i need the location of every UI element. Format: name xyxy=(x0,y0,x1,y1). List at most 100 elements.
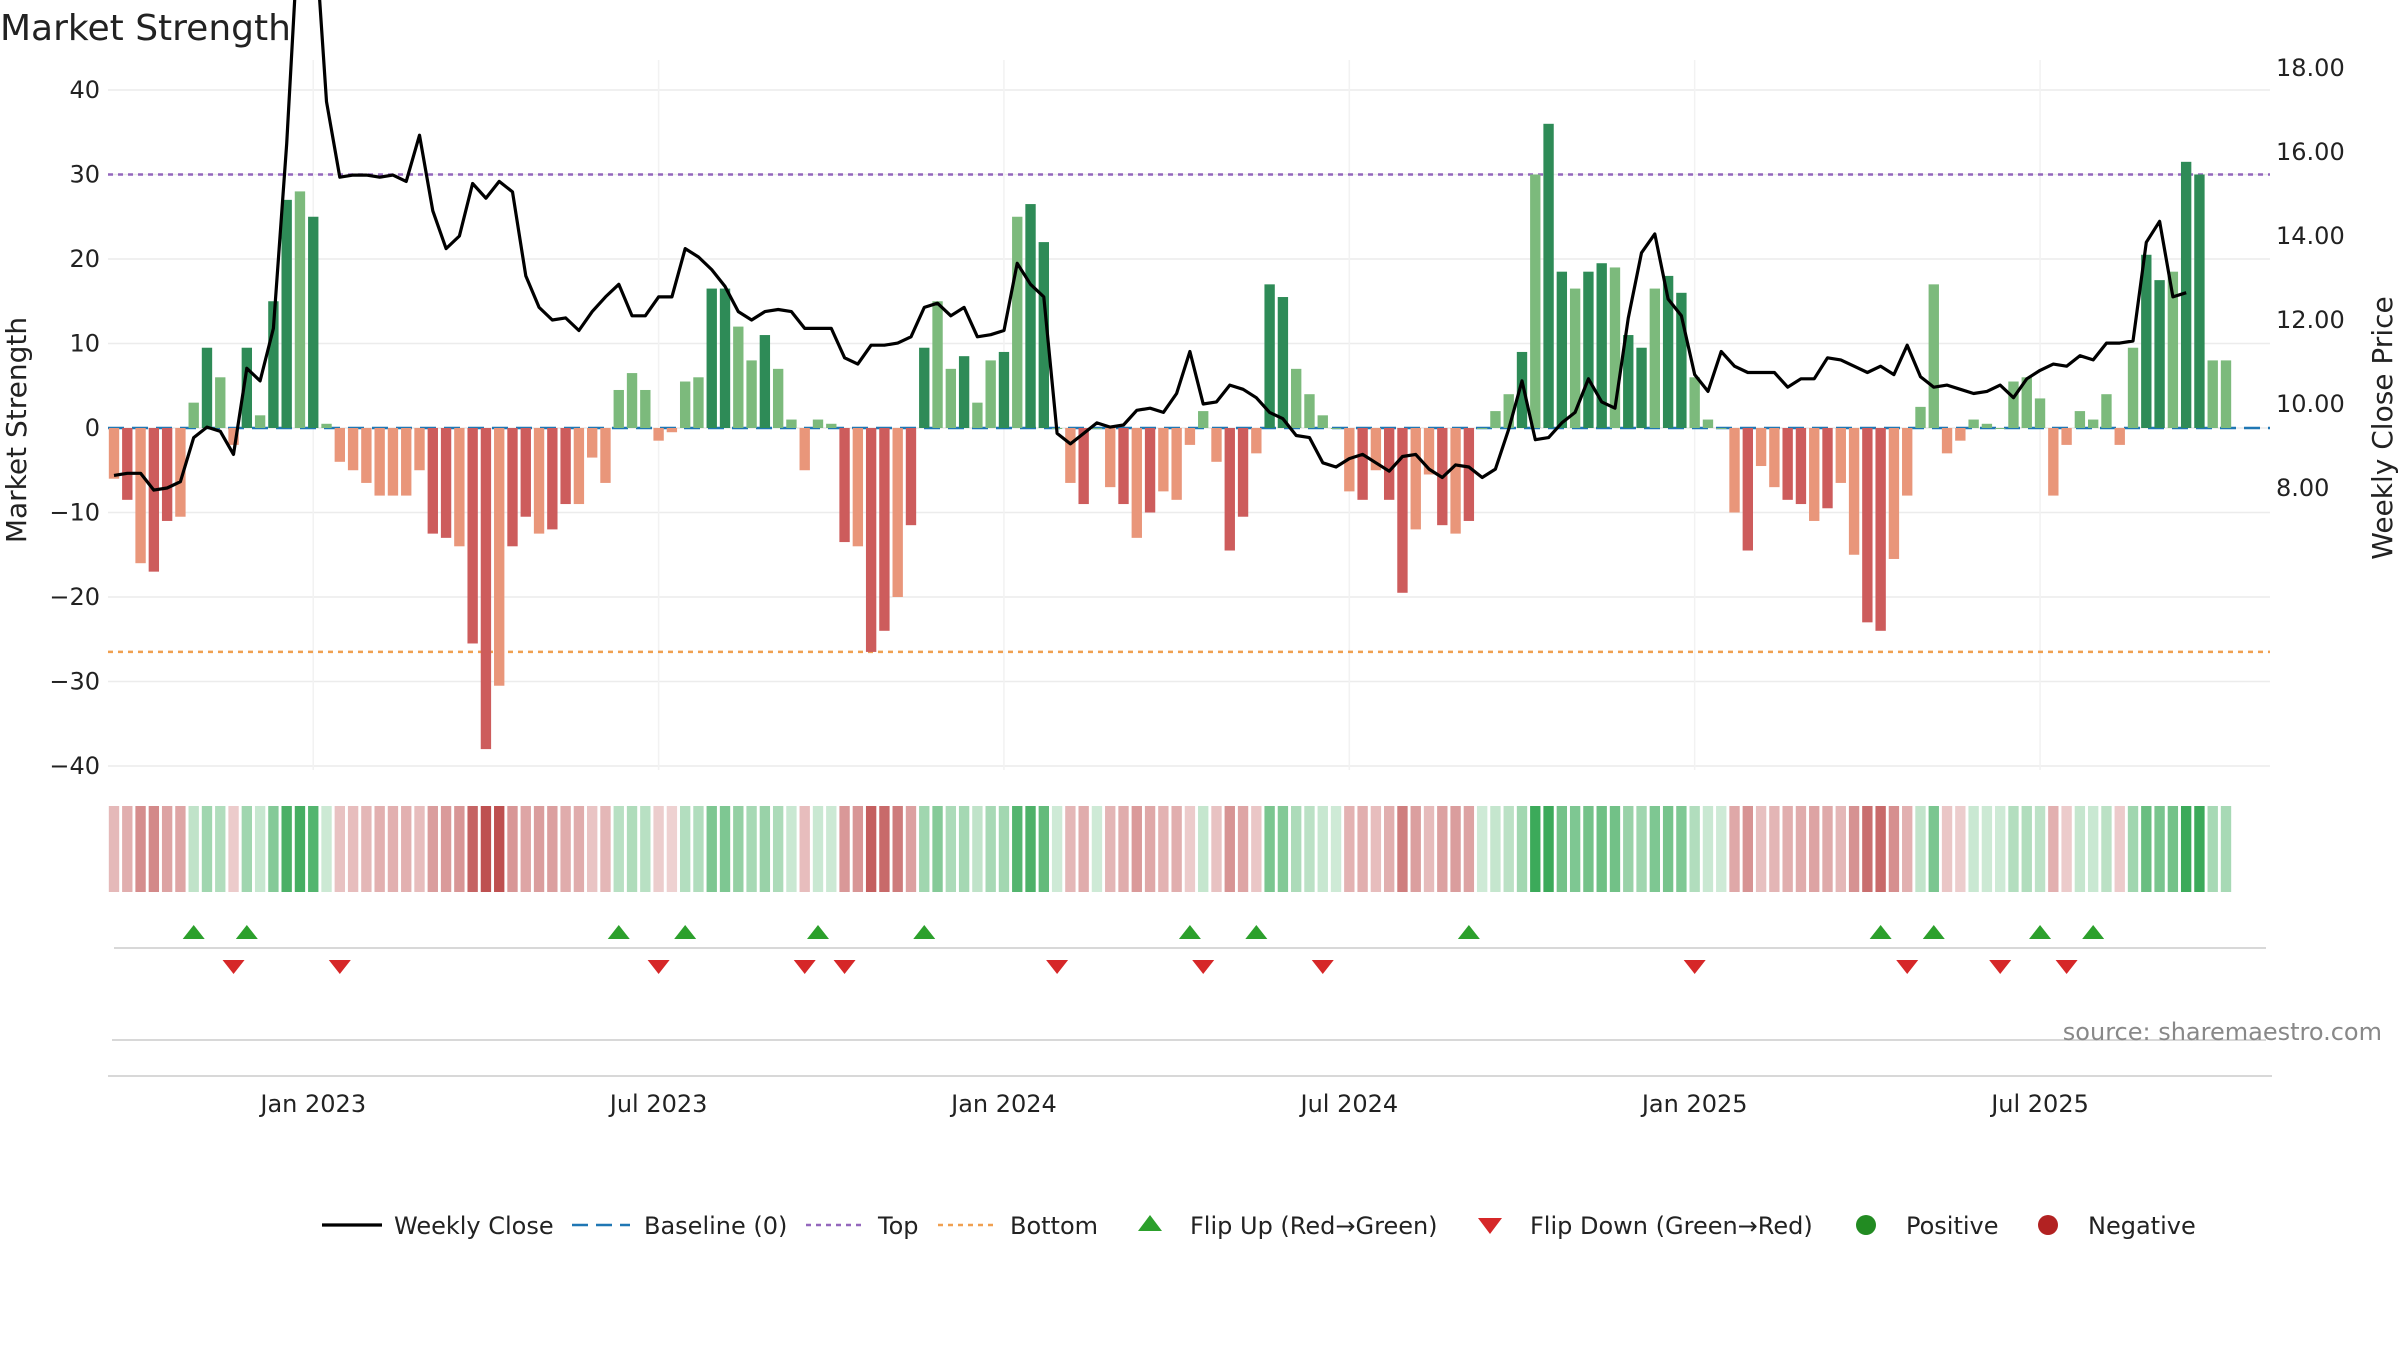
heat-cell xyxy=(228,806,239,892)
legend-top: Top xyxy=(877,1212,919,1240)
strength-bar xyxy=(1596,263,1607,428)
flip-down-marker xyxy=(793,960,816,974)
strength-bar xyxy=(1755,428,1767,467)
strength-bar xyxy=(2194,174,2205,428)
heat-cell xyxy=(294,806,306,892)
heat-cell xyxy=(334,806,345,892)
strength-bar xyxy=(879,428,890,631)
legend-negative-icon xyxy=(2038,1215,2058,1235)
heat-cell xyxy=(1158,806,1169,892)
heat-cell xyxy=(626,806,638,892)
heat-cell xyxy=(1012,806,1023,892)
strength-bar xyxy=(1038,242,1049,428)
strength-bar xyxy=(985,360,996,428)
heat-cell xyxy=(1516,806,1528,892)
heat-cell xyxy=(1277,806,1289,892)
strength-bar xyxy=(2127,347,2139,428)
weekly-close-line xyxy=(113,0,2187,492)
strength-bar xyxy=(1078,428,1089,505)
heat-cell xyxy=(1251,806,1262,892)
strength-bar xyxy=(1198,411,1209,428)
heat-cell xyxy=(2074,806,2086,892)
x-axis: Jan 2023 Jul 2023 Jan 2024 Jul 2024 Jan 2025… xyxy=(258,1090,2088,1118)
strength-bar xyxy=(2141,254,2152,428)
strength-bar xyxy=(201,347,213,428)
strength-bar xyxy=(919,347,930,428)
heat-cell xyxy=(440,806,452,892)
strength-bar xyxy=(254,415,266,428)
y-tick-label: 40 xyxy=(69,76,100,104)
heat-cell xyxy=(1888,806,1900,892)
strength-bar xyxy=(839,428,850,543)
heat-cell xyxy=(1423,806,1435,892)
heat-cell xyxy=(1862,806,1873,892)
strength-bar xyxy=(1955,428,1966,441)
legend-flip-up-icon xyxy=(1138,1215,1162,1231)
strength-bar xyxy=(1105,428,1116,488)
y-tick-label: 10 xyxy=(69,330,100,358)
strength-bar xyxy=(1676,292,1687,428)
x-tick-label: Jan 2024 xyxy=(949,1090,1057,1118)
strength-bar xyxy=(587,428,598,458)
x-tick-label: Jul 2023 xyxy=(608,1090,708,1118)
strength-bar xyxy=(1383,428,1395,500)
strength-bar xyxy=(1237,428,1249,517)
legend-positive: Positive xyxy=(1906,1212,1999,1240)
heat-cell xyxy=(2154,806,2165,892)
heat-cell xyxy=(1264,806,1275,892)
y2-tick-label: 18.00 xyxy=(2276,54,2345,82)
strength-bar xyxy=(679,381,691,428)
heat-cell xyxy=(1450,806,1461,892)
heat-cell xyxy=(812,806,824,892)
heat-cell xyxy=(932,806,943,892)
heat-cell xyxy=(1330,806,1342,892)
strength-bar xyxy=(826,423,837,428)
strength-bar xyxy=(626,373,638,428)
heat-cell xyxy=(1184,806,1196,892)
y-tick-label: −10 xyxy=(49,499,100,527)
strength-bar xyxy=(1118,428,1129,505)
y2-tick-label: 14.00 xyxy=(2276,222,2345,250)
strength-bar xyxy=(932,301,943,428)
strength-bar xyxy=(746,360,757,428)
strength-bar xyxy=(945,368,957,428)
strength-bar xyxy=(308,216,319,428)
heat-cell xyxy=(1171,806,1182,892)
strength-bar xyxy=(1662,275,1674,428)
heat-cell xyxy=(1822,806,1833,892)
flip-down-marker xyxy=(1896,960,1919,974)
strength-bar xyxy=(719,288,731,428)
strength-bar xyxy=(1636,347,1647,428)
strength-bar xyxy=(1649,288,1661,428)
heat-cell xyxy=(1609,806,1621,892)
strength-bar xyxy=(268,301,279,428)
strength-bar xyxy=(2048,428,2059,496)
flip-up-marker xyxy=(2029,925,2052,939)
strength-bar xyxy=(215,377,226,428)
strength-bar xyxy=(1689,377,1700,428)
strength-bar xyxy=(1769,428,1780,488)
heat-cell xyxy=(998,806,1010,892)
strength-bar xyxy=(1915,406,1926,428)
heat-cell xyxy=(507,806,518,892)
strength-bar xyxy=(374,428,385,496)
heat-cell xyxy=(135,806,146,892)
heat-cell xyxy=(1968,806,1979,892)
strength-bar xyxy=(321,423,332,428)
heat-cell xyxy=(1623,806,1634,892)
strength-bar xyxy=(294,191,306,428)
strength-bar xyxy=(361,428,372,483)
strength-bar xyxy=(1158,428,1169,492)
heat-cell xyxy=(2034,806,2046,892)
heat-cell xyxy=(480,806,492,892)
strength-bar xyxy=(347,428,359,471)
heat-cell xyxy=(1211,806,1222,892)
flip-down-marker xyxy=(647,960,670,974)
strength-bar xyxy=(812,419,824,428)
strength-bar xyxy=(387,428,399,496)
strength-bar xyxy=(905,428,917,526)
flip-up-marker xyxy=(1457,925,1480,939)
strength-bar xyxy=(2087,419,2099,428)
heat-cell xyxy=(772,806,784,892)
strength-bar xyxy=(1490,411,1501,428)
